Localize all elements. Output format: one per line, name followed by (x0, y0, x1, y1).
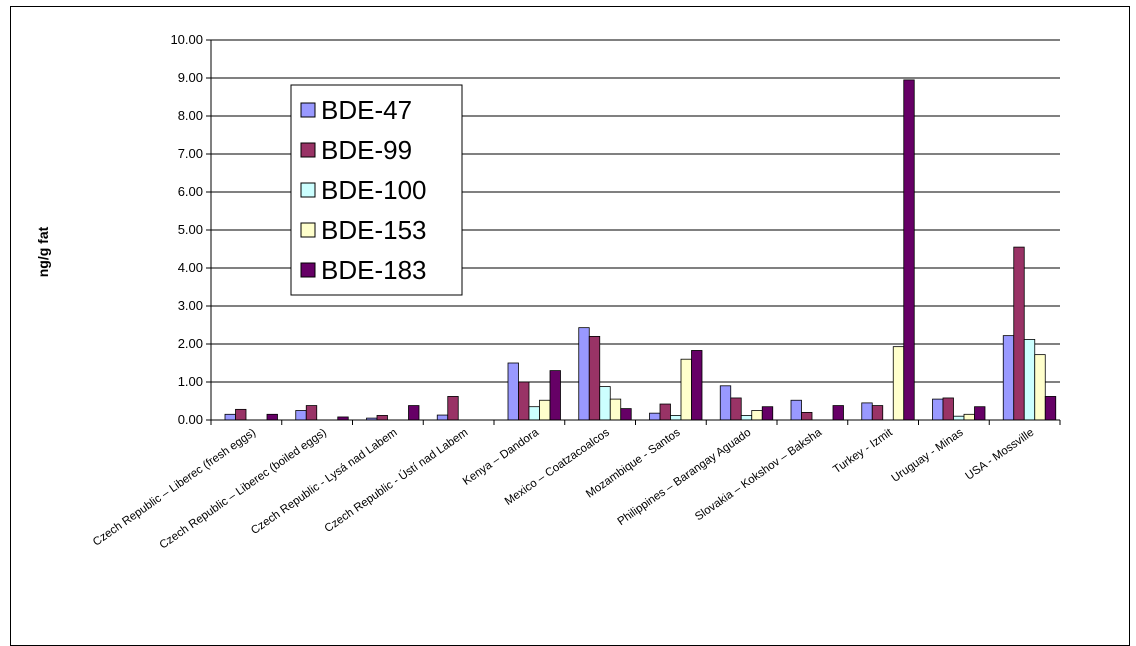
y-tick-label: 5.00 (178, 222, 203, 237)
bar-bde-183 (974, 406, 986, 421)
bar-bde-153 (963, 413, 975, 421)
bar-bde-100 (528, 406, 540, 421)
y-tick-label: 8.00 (178, 108, 203, 123)
chart-frame (10, 6, 1130, 646)
bar-bde-183 (1044, 396, 1057, 421)
bar-bde-153 (1034, 354, 1046, 421)
axes (210, 40, 1061, 425)
x-category-label: USA - Mossville (963, 427, 1036, 483)
bars (224, 79, 1057, 421)
bar-bde-99 (518, 381, 530, 421)
bar-bde-47 (436, 414, 449, 421)
y-axis-label: ng/g fat (35, 226, 51, 277)
legend: BDE-47 BDE-99 BDE-100 BDE-153 BDE-183 (290, 84, 463, 296)
y-tick-label: 3.00 (178, 298, 203, 313)
legend-label: BDE-183 (321, 255, 427, 285)
bar-bde-47 (224, 413, 236, 421)
bar-bde-100 (1023, 339, 1036, 421)
bar-bde-47 (932, 398, 944, 421)
legend-swatch (300, 222, 316, 238)
bar-chart: 0.00 1.00 2.00 3.00 4.00 5.00 6.00 7.00 8.00 9.00… (35, 32, 1061, 552)
bar-bde-99 (801, 411, 813, 421)
bar-bde-183 (761, 406, 774, 421)
bar-bde-47 (1002, 335, 1015, 421)
bar-bde-99 (942, 397, 954, 421)
bar-bde-183 (620, 408, 632, 421)
bar-bde-153 (680, 358, 692, 421)
bar-bde-99 (305, 405, 318, 421)
y-tick-label: 10.00 (170, 32, 203, 47)
legend-label: BDE-100 (321, 175, 427, 205)
bar-bde-183 (832, 405, 844, 421)
bar-bde-153 (892, 346, 905, 421)
bar-bde-183 (266, 413, 278, 421)
legend-swatch (300, 262, 316, 278)
bar-bde-99 (1013, 246, 1025, 421)
bar-bde-47 (649, 412, 661, 421)
bar-bde-153 (609, 398, 622, 421)
bar-bde-183 (691, 350, 703, 421)
bar-bde-99 (871, 405, 884, 421)
y-axis-ticks: 0.00 1.00 2.00 3.00 4.00 5.00 6.00 7.00 8.00 9.00… (170, 32, 211, 427)
bar-bde-99 (730, 397, 742, 421)
x-category-label: Czech Republic - Ústí nad Labem (322, 426, 470, 535)
legend-label: BDE-99 (321, 135, 412, 165)
x-category-label: Slovakia – Kokshov – Baksha (693, 426, 824, 523)
legend-label: BDE-47 (321, 95, 412, 125)
bar-bde-100 (740, 415, 753, 421)
y-tick-label: 7.00 (178, 146, 203, 161)
x-category-label: Turkey - Izmit (831, 426, 895, 476)
legend-swatch (300, 142, 316, 158)
bar-bde-47 (578, 327, 590, 421)
bar-bde-99 (659, 403, 671, 421)
bar-bde-153 (751, 410, 763, 421)
x-category-label: Czech Republic - Lysá nad Labem (249, 427, 400, 537)
x-axis-categories: Czech Republic – Liberec (fresh eggs)Cze… (91, 426, 1036, 552)
bar-bde-100 (953, 415, 965, 421)
bar-bde-99 (588, 335, 601, 421)
bar-bde-100 (670, 415, 682, 421)
bar-bde-99 (376, 415, 388, 421)
bar-bde-47 (861, 402, 873, 421)
bar-bde-47 (719, 385, 732, 421)
y-tick-label: 2.00 (178, 336, 203, 351)
y-tick-label: 4.00 (178, 260, 203, 275)
y-tick-label: 0.00 (178, 412, 203, 427)
legend-label: BDE-153 (321, 215, 427, 245)
y-tick-label: 6.00 (178, 184, 203, 199)
bar-bde-183 (408, 405, 420, 421)
bar-bde-183 (549, 370, 561, 421)
legend-swatch (300, 102, 316, 118)
bar-bde-47 (790, 399, 802, 421)
bar-bde-99 (235, 408, 247, 421)
x-category-label: Philippines – Barangay Aguado (616, 427, 754, 529)
bar-bde-183 (903, 79, 915, 421)
legend-swatch (300, 182, 316, 198)
bar-bde-47 (507, 362, 519, 421)
legend-box (290, 84, 463, 296)
y-tick-label: 9.00 (178, 70, 203, 85)
x-category-label: Uruguay - Minas (890, 426, 966, 484)
bar-bde-100 (599, 386, 611, 421)
bar-bde-99 (447, 396, 459, 421)
bar-bde-47 (295, 410, 307, 421)
bar-bde-153 (539, 399, 551, 421)
y-tick-label: 1.00 (178, 374, 203, 389)
